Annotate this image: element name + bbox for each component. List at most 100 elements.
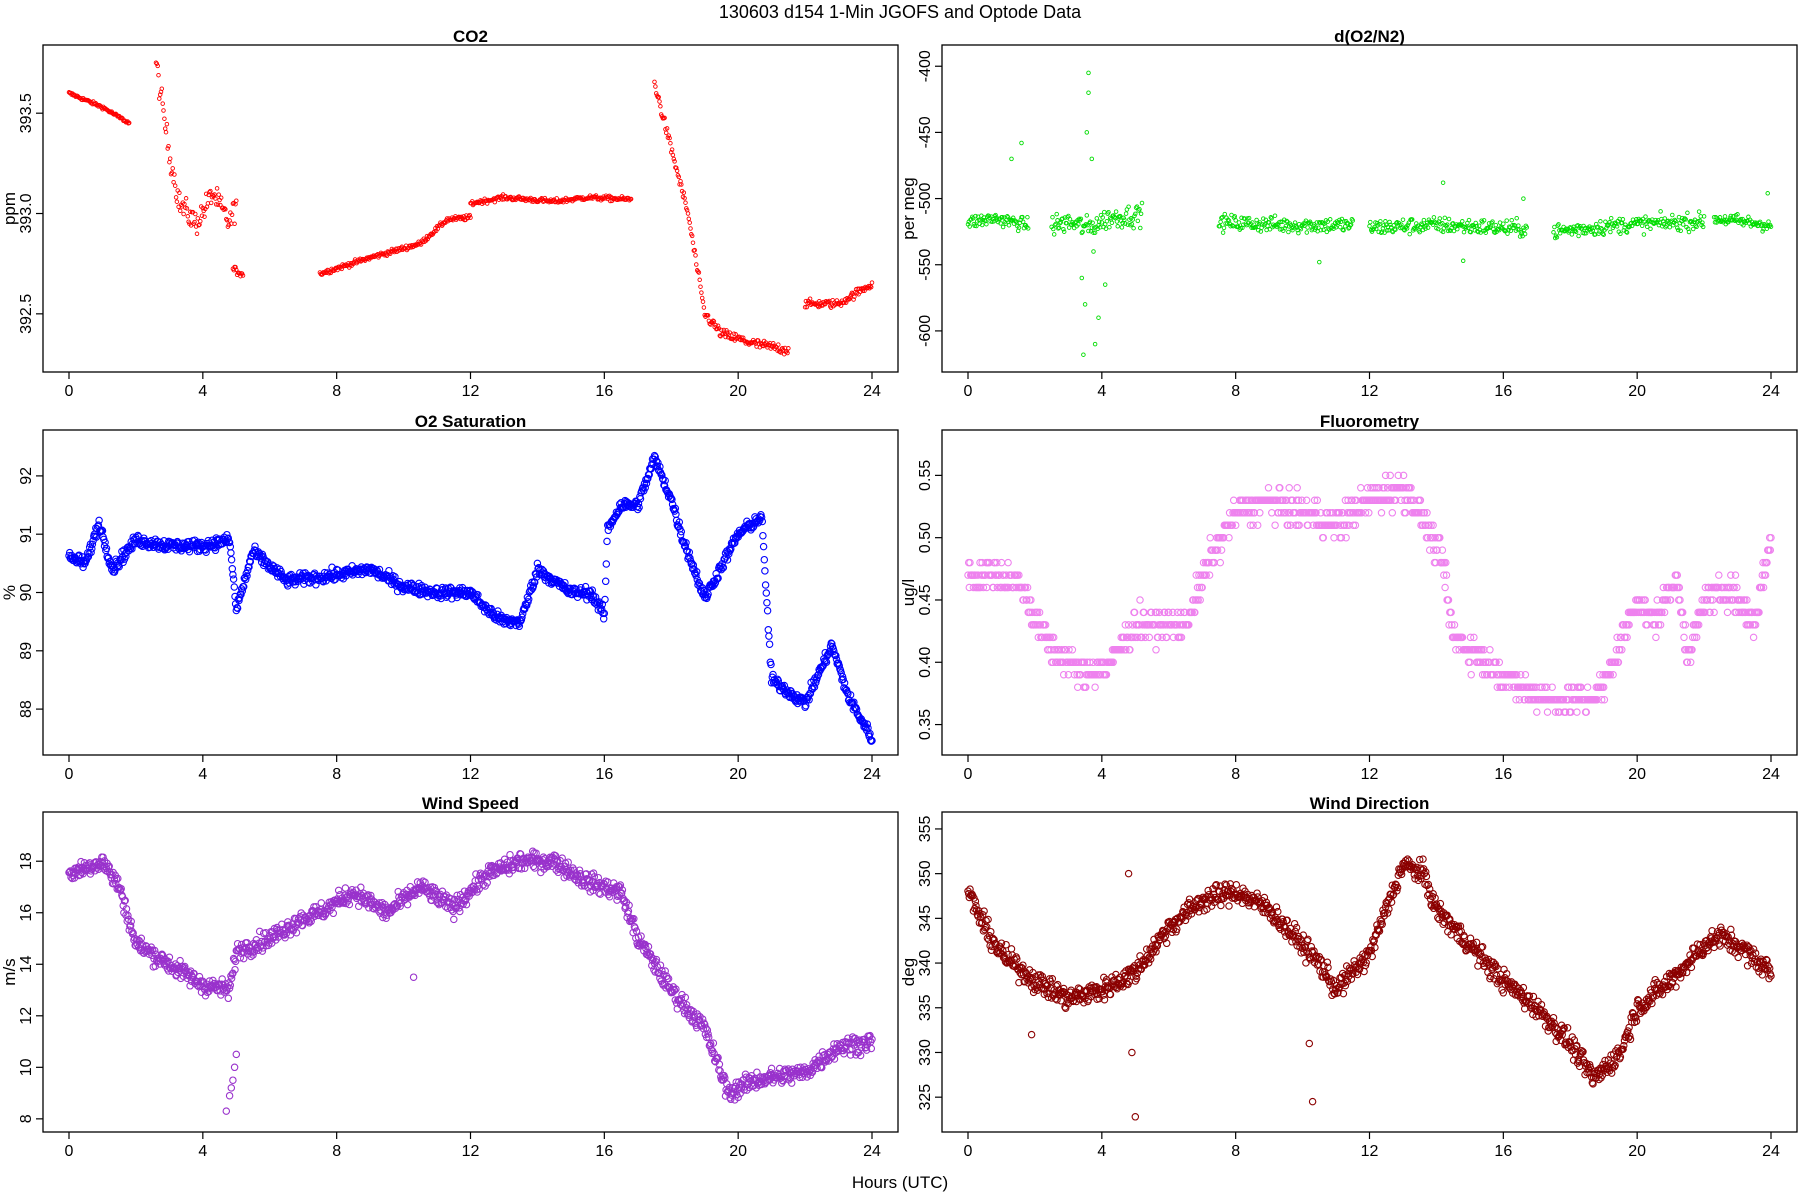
data-point <box>1421 217 1427 223</box>
data-point <box>1737 217 1743 223</box>
data-points <box>964 471 1775 716</box>
data-point <box>1293 484 1301 492</box>
data-point <box>127 917 135 926</box>
data-point <box>863 720 872 728</box>
data-point <box>599 615 608 623</box>
x-tick-label: 16 <box>595 1143 613 1160</box>
data-point <box>243 566 252 575</box>
x-tick-label: 20 <box>729 383 747 400</box>
data-point <box>603 537 611 546</box>
data-point <box>1730 583 1738 592</box>
data-point <box>686 216 692 222</box>
data-point <box>115 562 123 571</box>
data-point <box>1612 658 1620 667</box>
data-point <box>478 198 483 203</box>
data-point <box>181 962 189 971</box>
data-point <box>1757 583 1766 592</box>
data-point <box>500 197 505 202</box>
data-point <box>602 560 611 568</box>
data-point <box>1450 621 1459 629</box>
data-point <box>1285 484 1293 492</box>
data-point <box>1025 226 1031 231</box>
data-point <box>997 558 1006 567</box>
data-point <box>1676 596 1684 604</box>
data-point <box>687 220 692 225</box>
data-point <box>1508 228 1514 234</box>
data-point <box>1735 212 1740 217</box>
data-point <box>1394 471 1403 480</box>
data-point <box>1492 658 1500 667</box>
data-point <box>246 558 255 566</box>
data-point <box>1481 218 1487 223</box>
data-point <box>1767 533 1775 542</box>
data-point <box>700 299 706 304</box>
data-point <box>206 192 211 198</box>
data-point <box>1524 225 1530 230</box>
y-axis-label: m/s <box>0 958 19 985</box>
data-point <box>1056 225 1062 230</box>
data-point <box>430 883 439 892</box>
data-point <box>105 862 113 871</box>
data-point <box>642 479 651 488</box>
data-point <box>654 459 662 467</box>
data-point <box>1386 471 1394 480</box>
data-point <box>1625 621 1633 629</box>
data-point <box>1019 140 1024 146</box>
data-point <box>104 863 113 871</box>
data-point <box>155 63 160 69</box>
data-point <box>1662 216 1668 221</box>
x-tick-label: 24 <box>863 1143 881 1160</box>
data-point <box>692 568 701 576</box>
data-point <box>1023 583 1032 592</box>
data-point <box>88 544 96 553</box>
data-point <box>1119 225 1125 230</box>
data-point <box>1082 683 1090 691</box>
data-point <box>1643 214 1648 219</box>
data-point <box>1086 90 1091 95</box>
data-point <box>979 222 985 228</box>
data-point <box>1583 683 1592 691</box>
data-point <box>1351 521 1360 529</box>
data-point <box>1616 646 1624 654</box>
y-tick-label: -550 <box>917 249 934 281</box>
data-point <box>1041 621 1050 629</box>
data-point <box>1152 608 1161 617</box>
data-point <box>1139 200 1145 206</box>
data-point <box>973 213 978 219</box>
data-point <box>767 660 775 669</box>
data-point <box>1092 230 1098 235</box>
data-point <box>233 604 242 612</box>
data-point <box>1416 496 1425 505</box>
data-point <box>736 334 742 339</box>
x-tick-label: 20 <box>1628 766 1646 783</box>
data-point <box>1036 621 1045 629</box>
data-point <box>1399 471 1408 480</box>
data-point <box>1021 583 1030 592</box>
data-point <box>733 332 738 337</box>
data-point <box>1760 229 1765 234</box>
x-tick-label: 4 <box>198 1143 207 1160</box>
data-point <box>298 921 307 930</box>
data-point <box>1512 695 1520 704</box>
data-point <box>869 280 875 285</box>
data-point <box>1429 521 1437 529</box>
data-point <box>1667 224 1673 230</box>
x-tick-label: 0 <box>964 383 973 400</box>
data-point <box>1466 633 1475 642</box>
data-point <box>126 922 135 930</box>
data-point <box>195 216 201 221</box>
data-point <box>1272 213 1278 218</box>
data-point <box>998 221 1003 226</box>
data-point <box>1365 509 1373 517</box>
data-point <box>1516 670 1525 679</box>
data-point <box>462 900 471 909</box>
data-point <box>839 675 847 684</box>
data-point <box>1656 621 1665 629</box>
data-point <box>1220 230 1226 235</box>
figure-title: 130603 d154 1-Min JGOFS and Optode Data <box>719 2 1082 22</box>
data-point <box>227 555 236 564</box>
data-point <box>1763 558 1771 567</box>
data-point <box>1091 683 1099 691</box>
data-point <box>1020 219 1026 225</box>
